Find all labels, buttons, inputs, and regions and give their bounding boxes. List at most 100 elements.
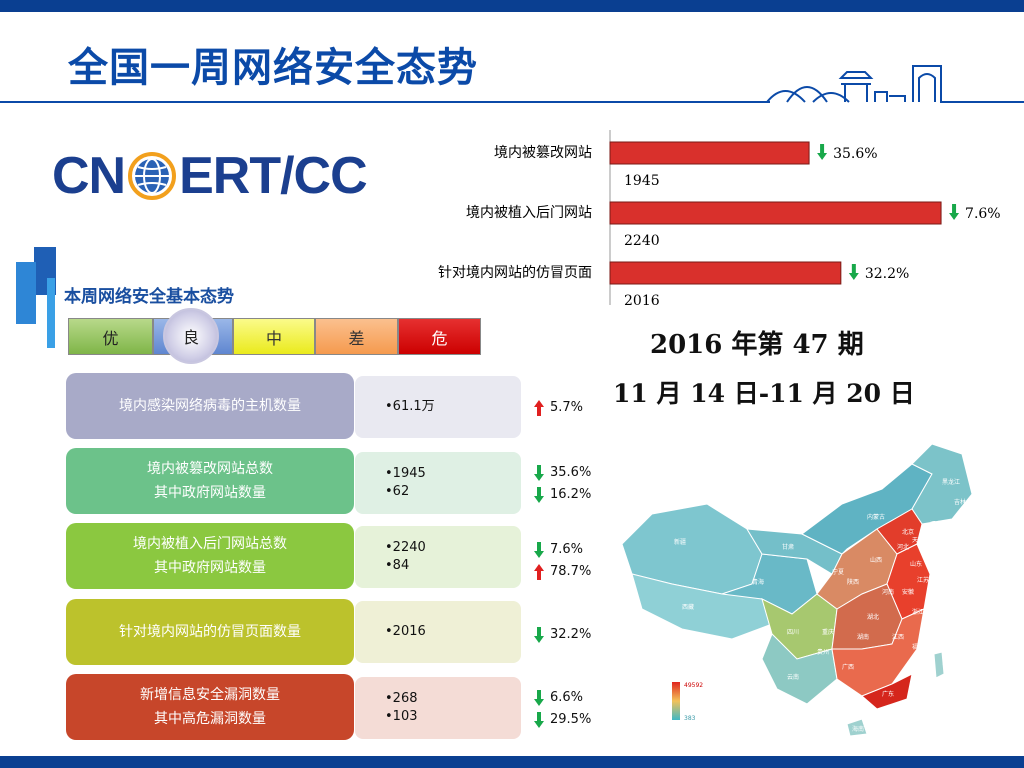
change-percent: 5.7%	[550, 400, 584, 415]
row-label: 针对境内网站的仿冒页面数量	[66, 599, 354, 665]
map-province-label: 广东	[882, 690, 894, 698]
issue-period: 2016 年第 47 期	[650, 330, 864, 360]
section-heading: 本周网络安全基本态势	[64, 287, 234, 307]
map-region-northeast	[911, 443, 973, 525]
row-label-line2: 其中政府网站数量	[154, 485, 266, 501]
change-item: 78.7%	[534, 561, 604, 583]
map-province-label: 吉林	[954, 498, 966, 506]
map-province-label: 安徽	[902, 588, 914, 596]
row-label-line1: 境内感染网络病毒的主机数量	[119, 398, 301, 414]
row-label-line2: 其中政府网站数量	[154, 560, 266, 576]
change-item: 7.6%	[534, 539, 604, 561]
row-label-line1: 新增信息安全漏洞数量	[140, 687, 280, 703]
map-province-label: 天津	[912, 537, 924, 544]
change-percent: 7.6%	[550, 542, 584, 557]
row-label-line2: 其中高危漏洞数量	[154, 711, 266, 727]
top-border-bar	[0, 0, 1024, 12]
page-title: 全国一周网络安全态势	[68, 45, 478, 91]
map-region-north-china	[876, 508, 923, 555]
map-province-label: 宁夏	[832, 568, 844, 576]
change-item: 16.2%	[534, 484, 604, 506]
change-item: 35.6%	[534, 462, 604, 484]
row-change: 7.6% 78.7%	[534, 539, 604, 583]
change-percent: 35.6%	[550, 465, 592, 480]
arrow-down-icon	[534, 712, 544, 728]
map-province-label: 河北	[897, 543, 909, 551]
change-percent: 29.5%	[550, 712, 592, 727]
chart-category-label: 境内被篡改网站	[494, 144, 592, 161]
tamper-stats-bar-chart: 境内被篡改网站 1945 35.6% 境内被植入后门网站 2240 7.6% 针对境内网站的…	[438, 130, 1001, 309]
row-label-line1: 境内被植入后门网站总数	[133, 536, 287, 552]
change-percent: 32.2%	[550, 627, 592, 642]
arrow-down-icon	[534, 487, 544, 503]
chart-value-label: 2016	[624, 293, 660, 309]
row-value-primary: •1945	[385, 466, 426, 481]
security-level-scale: 优 中 差 危	[68, 318, 481, 355]
change-percent: 6.6%	[550, 690, 584, 705]
chart-category-label: 境内被植入后门网站	[466, 205, 592, 221]
chart-category-label: 针对境内网站的仿冒页面	[438, 265, 592, 281]
map-province-label: 陕西	[847, 578, 859, 586]
globe-icon	[128, 152, 177, 200]
map-legend-max: 49592	[684, 682, 703, 689]
arrow-down-icon	[534, 690, 544, 706]
chart-value-label: 1945	[624, 173, 660, 189]
decor-square	[47, 278, 55, 348]
logo-text-right: ERT/CC	[179, 147, 368, 205]
row-value-primary: •61.1万	[385, 399, 435, 414]
map-province-label: 湖北	[867, 613, 879, 621]
map-province-label: 黑龙江	[942, 478, 960, 486]
row-change: 6.6% 29.5%	[534, 687, 604, 731]
change-item: 29.5%	[534, 709, 604, 731]
map-region-taiwan	[933, 651, 945, 679]
chart-bar	[609, 261, 842, 285]
decor-square	[16, 262, 36, 324]
row-value-secondary: •62	[385, 484, 410, 499]
row-value: •1945 •62	[355, 452, 521, 514]
map-province-label: 新疆	[674, 538, 686, 546]
change-item: 6.6%	[534, 687, 604, 709]
map-province-label: 福建	[912, 643, 924, 651]
row-label-line1: 境内被篡改网站总数	[147, 461, 273, 477]
chart-bar	[609, 201, 942, 225]
arrow-up-icon	[534, 564, 544, 580]
row-value: •2016	[355, 601, 521, 663]
chart-change-label: 7.6%	[965, 206, 1001, 222]
row-change: 35.6% 16.2%	[534, 462, 604, 506]
map-region-guangdong	[861, 673, 913, 710]
map-province-label: 西藏	[682, 603, 694, 611]
chart-change-label: 35.6%	[833, 146, 877, 162]
row-value-primary: •2016	[385, 624, 426, 639]
map-province-label: 四川	[787, 629, 799, 636]
map-province-label: 上海	[934, 596, 946, 604]
row-label: 境内被篡改网站总数 其中政府网站数量	[66, 448, 354, 514]
map-province-label: 湖南	[857, 633, 869, 641]
map-province-label: 河南	[882, 588, 894, 596]
change-percent: 78.7%	[550, 564, 592, 579]
row-value-primary: •2240	[385, 540, 426, 555]
map-province-label: 贵州	[817, 648, 829, 656]
map-province-label: 内蒙古	[867, 513, 885, 521]
map-legend-gradient	[672, 682, 680, 720]
title-underline	[0, 101, 770, 103]
arrow-down-icon	[534, 542, 544, 558]
map-region-southwest	[761, 633, 838, 705]
bottom-border-bar	[0, 756, 1024, 768]
arrow-down-icon	[949, 204, 960, 220]
row-value-secondary: •84	[385, 558, 410, 573]
row-value: •268 •103	[355, 677, 521, 739]
row-value: •2240 •84	[355, 526, 521, 588]
arrow-down-icon	[534, 627, 544, 643]
map-province-label: 江苏	[917, 576, 929, 584]
map-province-label: 台湾	[942, 662, 954, 670]
chart-value-label: 2240	[624, 233, 660, 249]
map-region-south	[831, 608, 925, 697]
map-province-label: 海南	[852, 725, 864, 733]
map-province-label: 甘肃	[782, 543, 794, 551]
map-province-label: 山西	[870, 556, 882, 564]
map-province-label: 浙江	[912, 608, 924, 616]
map-province-label: 青海	[752, 578, 764, 586]
arrow-down-icon	[534, 465, 544, 481]
level-poor: 差	[315, 318, 398, 355]
